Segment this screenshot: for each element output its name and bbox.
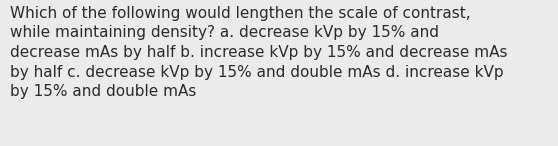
Text: Which of the following would lengthen the scale of contrast,
while maintaining d: Which of the following would lengthen th… [10,6,508,99]
